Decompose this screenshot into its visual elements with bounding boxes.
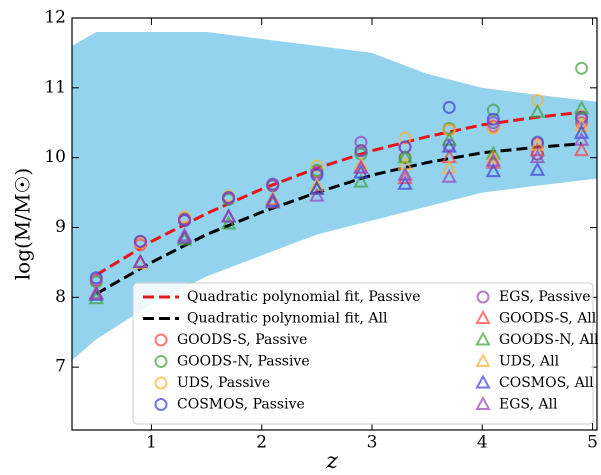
triangle-marker <box>397 149 413 164</box>
triangle-marker <box>220 208 237 223</box>
y-tick-label: 10 <box>44 147 66 167</box>
circle-marker <box>154 333 168 347</box>
y-axis-label: log(M/M☉) <box>11 168 35 280</box>
circle-marker <box>575 61 589 75</box>
triangle-marker <box>88 285 104 300</box>
x-tick-label: 4 <box>477 433 488 453</box>
circle-marker <box>486 103 500 117</box>
triangle-marker <box>265 194 281 209</box>
triangle-marker <box>475 395 491 410</box>
triangle-marker <box>475 352 491 367</box>
legend-label: COSMOS, Passive <box>177 397 305 413</box>
y-tick-label: 8 <box>55 287 66 307</box>
x-tick-label: 1 <box>146 433 157 453</box>
triangle-marker <box>573 100 590 115</box>
triangle-marker <box>475 374 491 389</box>
legend-label: Quadratic polynomial fit, Passive <box>187 289 421 305</box>
circle-marker <box>354 135 368 149</box>
triangle-marker <box>529 149 546 164</box>
triangle-marker <box>485 163 502 178</box>
circle-marker <box>222 191 236 205</box>
legend-label: COSMOS, All <box>499 375 594 391</box>
y-tick-label: 12 <box>44 8 66 28</box>
legend-label: Quadratic polynomial fit, All <box>187 311 388 327</box>
fit-line <box>95 142 582 296</box>
x-tick-label: 3 <box>367 433 378 453</box>
circle-marker <box>486 116 500 130</box>
galaxy-cloud <box>72 31 597 361</box>
triangle-marker <box>573 131 590 146</box>
triangle-marker <box>441 138 457 153</box>
legend: Quadratic polynomial fit, Passive Quadrat… <box>132 282 599 425</box>
triangle-marker <box>397 166 413 181</box>
triangle-marker <box>485 152 502 167</box>
circle-marker <box>154 398 168 411</box>
triangle-marker <box>475 331 491 346</box>
triangle-marker <box>573 142 590 157</box>
triangle-marker <box>573 117 590 132</box>
triangle-marker <box>529 161 546 176</box>
circle-marker <box>486 112 500 126</box>
triangle-marker <box>353 159 369 174</box>
triangle-marker <box>176 231 193 246</box>
circle-marker <box>154 355 168 368</box>
circle-marker <box>486 121 500 135</box>
triangle-marker <box>176 229 193 244</box>
triangle-marker <box>573 124 590 139</box>
legend-box <box>132 282 594 425</box>
y-tick-label: 11 <box>44 77 66 97</box>
triangle-marker <box>353 156 369 171</box>
triangle-marker <box>441 131 457 146</box>
circle-marker <box>178 212 191 226</box>
triangle-marker <box>309 180 325 195</box>
y-tick-label: 7 <box>55 357 66 377</box>
circle-marker <box>154 376 168 390</box>
triangle-marker <box>485 149 502 164</box>
triangle-marker <box>132 253 149 268</box>
x-tick-label: 5 <box>587 433 598 453</box>
triangle-marker <box>529 103 546 118</box>
legend-label: GOODS-N, All <box>499 332 599 348</box>
fit-line <box>95 110 582 277</box>
legend-label: EGS, Passive <box>499 289 591 305</box>
x-axis-label: z <box>325 449 338 474</box>
triangle-marker <box>353 173 369 188</box>
circle-marker <box>476 290 490 304</box>
legend-label: GOODS-S, Passive <box>177 332 307 348</box>
triangle-marker <box>220 215 237 230</box>
triangle-marker <box>485 145 502 160</box>
circle-marker <box>133 234 147 248</box>
y-tick-label: 9 <box>55 217 66 237</box>
legend-label: EGS, All <box>499 397 558 413</box>
triangle-marker <box>441 168 457 183</box>
legend-label: UDS, Passive <box>177 375 270 391</box>
legend-label: GOODS-S, All <box>499 311 597 327</box>
circle-marker <box>398 131 412 145</box>
triangle-marker <box>475 309 491 324</box>
legend-label: GOODS-N, Passive <box>177 354 310 370</box>
plot-frame <box>71 17 598 431</box>
triangle-marker <box>397 170 413 185</box>
triangle-marker <box>397 175 413 190</box>
legend-label: UDS, All <box>499 354 560 370</box>
triangle-marker <box>265 192 281 207</box>
triangle-marker <box>309 187 325 202</box>
circle-marker <box>310 159 324 173</box>
triangle-marker <box>176 227 193 242</box>
x-tick-label: 2 <box>256 433 267 453</box>
circle-marker <box>442 100 456 114</box>
